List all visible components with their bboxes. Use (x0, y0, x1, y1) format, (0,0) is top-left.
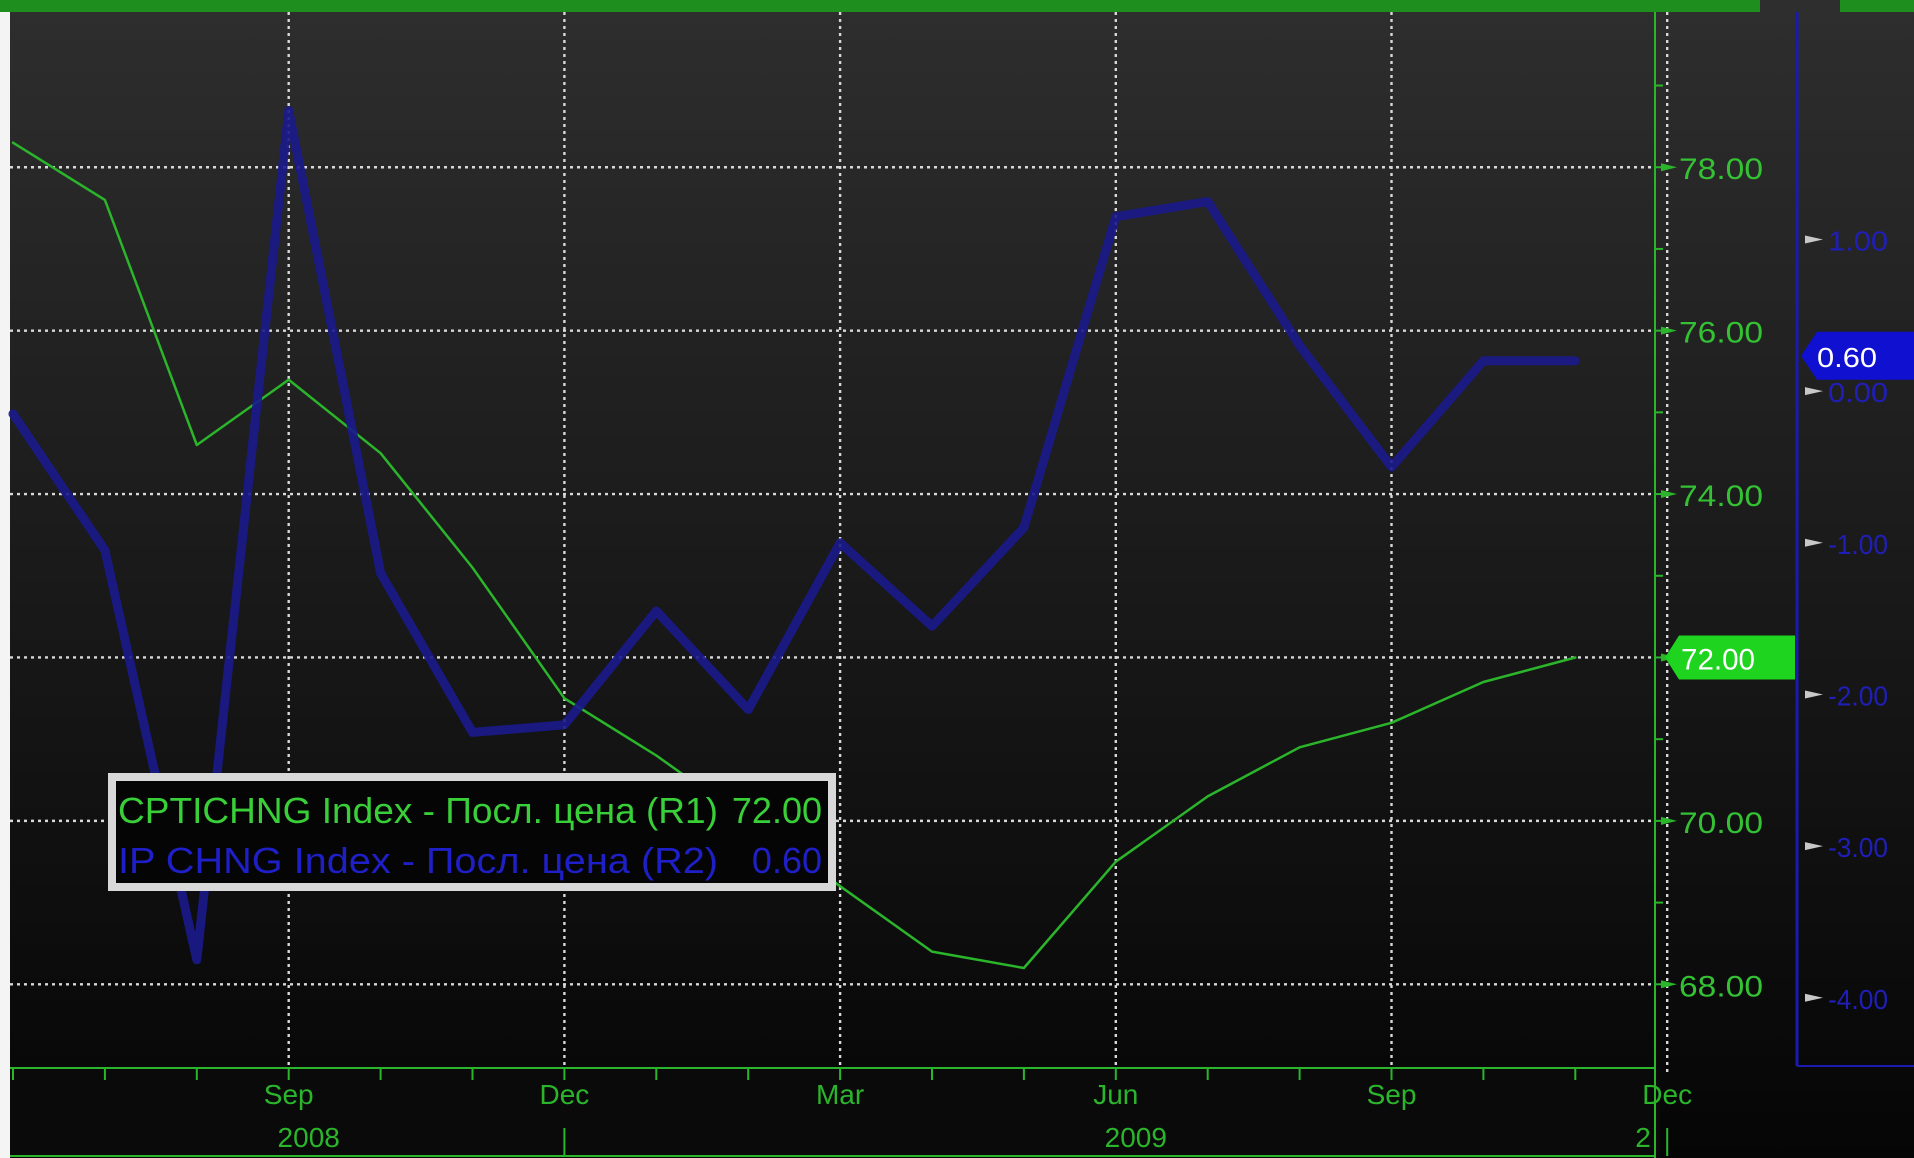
r2-tick-marker (1805, 993, 1823, 1002)
legend: CPTICHNG Index - Посл. цена (R1) 72.00 IP … (108, 773, 836, 891)
r1-tick-marker (1661, 163, 1677, 172)
bottom-axis-band (10, 1066, 1660, 1158)
x-tick-label: Mar (816, 1079, 864, 1110)
r2-last-value-tag (1801, 331, 1914, 380)
r1-tick-label: 78.00 (1679, 153, 1763, 186)
r2-tick-label: 1.00 (1828, 225, 1888, 256)
left-white-edge (0, 12, 10, 1158)
r1-tick-label: 74.00 (1679, 480, 1763, 513)
top-green-banner-right (1840, 0, 1914, 12)
legend-inner (116, 781, 828, 883)
r2-tick-label: -3.00 (1828, 832, 1888, 863)
r1-tick-label: 68.00 (1679, 970, 1763, 1003)
r2-tick-label: -4.00 (1828, 984, 1888, 1015)
r1-tick-label: 70.00 (1679, 807, 1763, 840)
x-year-label: 2008 (278, 1122, 340, 1153)
x-year-label: 2009 (1105, 1122, 1167, 1153)
r1-last-value-tag (1665, 635, 1795, 680)
r1-tick-marker (1661, 980, 1677, 989)
r1-tick-marker (1661, 816, 1677, 825)
r2-tick-marker (1805, 538, 1823, 547)
top-green-banner (0, 0, 1760, 12)
x-tick-label: Sep (1367, 1079, 1417, 1110)
legend-entry-value: 0.60 (752, 840, 822, 881)
r2-tick-marker (1805, 690, 1823, 699)
r2-tick-label: -1.00 (1828, 529, 1888, 560)
r2-tick-marker (1805, 235, 1823, 244)
r2-tick-marker (1805, 842, 1823, 851)
x-tick-label: Dec (1642, 1079, 1692, 1110)
legend-entry-label: IP CHNG Index - Посл. цена (R2) (118, 840, 718, 881)
x-edge-label: 2 (1635, 1122, 1651, 1153)
r2-tick-label: 0.00 (1828, 377, 1888, 408)
x-tick-label: Dec (540, 1079, 590, 1110)
axes (10, 12, 1914, 1158)
legend-entry-value: 72.00 (732, 790, 822, 831)
r1-last-value-label: 72.00 (1681, 643, 1755, 676)
series-line-r2 (8, 106, 1580, 965)
r1-tick-marker (1661, 490, 1677, 499)
tick-labels: 68.00 70.00 72.00 74.00 76.00 78.00 -4.00 -3.00… (264, 153, 1914, 1153)
r1-tick-marker (1661, 326, 1677, 335)
r2-last-value-label: 0.60 (1817, 342, 1877, 373)
x-tick-label: Sep (264, 1079, 314, 1110)
r2-tick-marker (1805, 387, 1823, 396)
legend-entry-label: CPTICHNG Index - Посл. цена (R1) (118, 790, 718, 831)
x-tick-label: Jun (1093, 1079, 1138, 1110)
r1-tick-label: 76.00 (1679, 317, 1763, 350)
r2-tick-label: -2.00 (1828, 680, 1888, 711)
